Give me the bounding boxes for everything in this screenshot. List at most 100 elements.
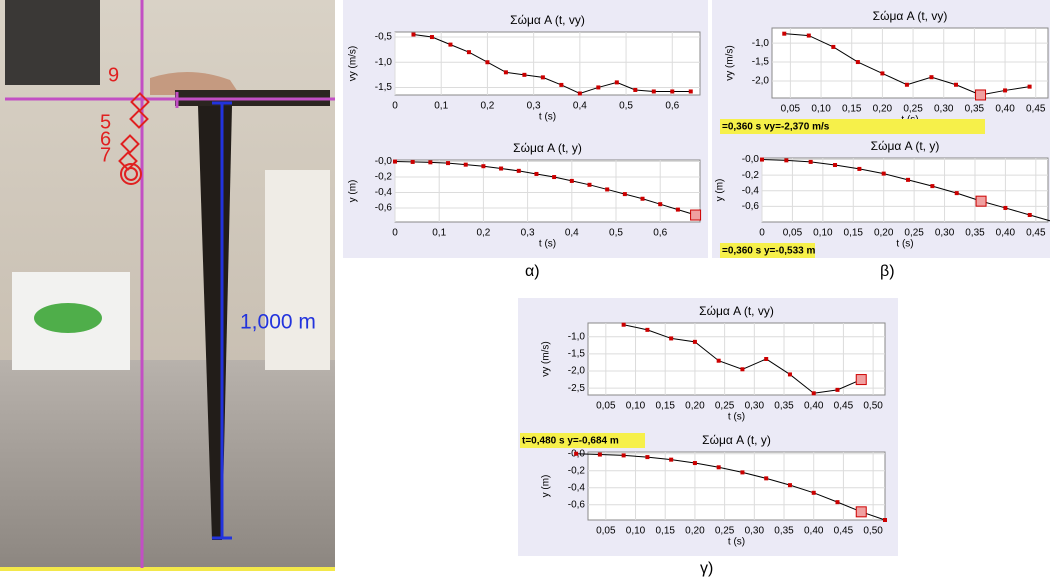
data-point <box>485 60 490 65</box>
x-tick-label: 0,20 <box>685 401 705 412</box>
chart: Σώμα A (t, vy) 0,05 0,10 0,15 0,20 0,25 0,30 0,… <box>541 304 886 423</box>
y-axis-label: y (m) <box>348 180 359 203</box>
panel-label: β) <box>880 263 895 280</box>
y-tick-label: -0,4 <box>742 185 760 196</box>
y-tick-label: -1,5 <box>568 348 586 359</box>
plot-area <box>587 451 886 521</box>
x-tick-label: 0,40 <box>804 401 824 412</box>
data-point <box>428 160 433 165</box>
data-point <box>669 336 674 341</box>
x-tick-label: 0,10 <box>813 228 833 239</box>
x-tick-label: 0,20 <box>685 526 705 537</box>
data-point <box>1003 88 1008 93</box>
data-point <box>446 161 451 166</box>
data-point <box>716 358 721 363</box>
x-tick-label: 0 <box>392 101 398 112</box>
x-tick-label: 0,10 <box>811 104 831 115</box>
data-point <box>411 32 416 37</box>
x-tick-label: 0,05 <box>781 104 801 115</box>
data-point <box>688 89 693 94</box>
y-tick-label: -0,0 <box>742 154 760 165</box>
data-point <box>787 483 792 488</box>
data-line <box>413 34 691 95</box>
data-point <box>675 207 680 212</box>
readout-background <box>720 119 985 134</box>
marker-label: 6 <box>100 128 111 150</box>
panel-label: γ) <box>700 560 713 577</box>
y-tick-label: -2,5 <box>568 383 586 394</box>
plot-area <box>587 322 886 396</box>
x-tick-label: 0,50 <box>863 401 883 412</box>
chart-title: Σώμα A (t, y) <box>513 141 582 155</box>
data-point <box>596 85 601 90</box>
x-tick-label: 0,25 <box>715 526 735 537</box>
x-tick-label: 0 <box>392 228 398 239</box>
chart: Σώμα A (t, y) 0,05 0,10 0,15 0,20 0,25 0,30 0,3… <box>520 433 887 548</box>
data-point <box>577 91 582 96</box>
x-tick-label: 0,50 <box>863 526 883 537</box>
x-tick-label: 0,20 <box>874 228 894 239</box>
x-tick-label: 0,05 <box>783 228 803 239</box>
x-tick-label: 0,5 <box>619 101 633 112</box>
photo <box>0 0 335 571</box>
data-point <box>622 192 627 197</box>
data-point <box>614 80 619 85</box>
data-point <box>669 457 674 462</box>
x-tick-label: 0,35 <box>774 401 794 412</box>
x-tick-label: 0,30 <box>934 104 954 115</box>
readout-background <box>520 433 645 448</box>
data-point <box>740 470 745 475</box>
data-point <box>764 476 769 481</box>
data-point <box>692 339 697 344</box>
data-point <box>621 453 626 458</box>
data-point <box>833 163 838 168</box>
data-point <box>857 166 862 171</box>
readout: =0,360 s vy=-2,370 m/s <box>722 122 830 133</box>
y-tick-label: -0,6 <box>375 203 393 214</box>
data-point <box>569 178 574 183</box>
measure-label: 1,000 m <box>240 311 316 334</box>
y-axis-label: vy (m/s) <box>725 45 736 81</box>
chart-title: Σώμα A (t, vy) <box>873 9 948 23</box>
x-tick-label: 0,05 <box>596 401 616 412</box>
data-point <box>906 177 911 182</box>
data-point <box>930 184 935 189</box>
data-point <box>760 157 764 162</box>
y-tick-label: -0,6 <box>568 499 586 510</box>
x-tick-label: 0,40 <box>995 104 1015 115</box>
data-point <box>640 196 645 201</box>
data-point <box>516 168 521 173</box>
data-point <box>393 159 397 164</box>
readout: =0,360 s y=-0,533 m <box>722 246 816 257</box>
data-point <box>481 164 486 169</box>
data-point <box>552 175 557 180</box>
x-tick-label: 0,30 <box>745 526 765 537</box>
x-axis-label: t (s) <box>896 239 913 250</box>
data-point <box>633 87 638 92</box>
selected-point <box>975 89 987 101</box>
data-point <box>929 75 934 80</box>
y-tick-label: -1,5 <box>375 82 393 93</box>
data-point <box>645 455 650 460</box>
x-tick-label: 0,5 <box>609 228 623 239</box>
plot-area <box>761 157 1049 223</box>
x-tick-label: 0,2 <box>476 228 490 239</box>
data-point <box>621 322 626 327</box>
x-tick-label: 0,15 <box>655 526 675 537</box>
x-tick-label: 0,1 <box>432 228 446 239</box>
data-point <box>787 372 792 377</box>
y-axis-label: vy (m/s) <box>348 46 359 82</box>
x-tick-label: 0,45 <box>1026 104 1046 115</box>
y-tick-label: -2,0 <box>752 76 770 87</box>
data-point <box>811 490 816 495</box>
x-tick-label: 0,05 <box>596 526 616 537</box>
y-tick-label: -1,5 <box>752 57 770 68</box>
x-tick-label: 0,1 <box>434 101 448 112</box>
data-point <box>811 391 816 396</box>
data-point <box>835 387 840 392</box>
data-point <box>534 171 539 176</box>
data-point <box>784 158 789 163</box>
x-tick-label: 0,6 <box>665 101 679 112</box>
data-point <box>835 500 840 505</box>
